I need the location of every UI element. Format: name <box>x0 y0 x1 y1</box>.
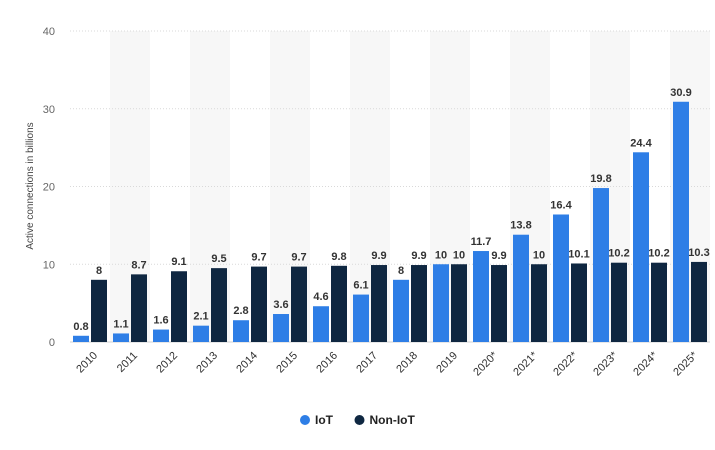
iot-bar-2020[interactable] <box>473 251 489 342</box>
iot-value-label: 30.9 <box>670 87 691 99</box>
x-tick-label: 2012 <box>154 350 180 376</box>
non-iot-bar-2021[interactable] <box>531 264 547 342</box>
non-iot-value-label: 10.1 <box>568 248 589 260</box>
y-tick-label: 10 <box>43 259 55 271</box>
non-iot-value-label: 10 <box>533 249 545 261</box>
iot-value-label: 0.8 <box>73 321 88 333</box>
non-iot-value-label: 9.1 <box>171 256 186 268</box>
iot-bar-2023[interactable] <box>593 188 609 342</box>
iot-bar-2021[interactable] <box>513 234 529 342</box>
x-tick-label: 2010 <box>74 350 100 376</box>
iot-bar-2010[interactable] <box>73 335 89 342</box>
x-tick-label: 2024* <box>631 349 660 378</box>
iot-bar-2018[interactable] <box>393 279 409 342</box>
y-tick-label: 40 <box>43 26 55 38</box>
non-iot-value-label: 8 <box>96 265 102 277</box>
non-iot-value-label: 9.5 <box>211 253 226 265</box>
x-tick-label: 2013 <box>194 350 220 376</box>
iot-value-label: 10 <box>435 249 447 261</box>
non-iot-bar-2013[interactable] <box>211 268 227 342</box>
non-iot-bar-2022[interactable] <box>571 263 587 342</box>
x-tick-label: 2022* <box>551 349 580 378</box>
non-iot-bar-2012[interactable] <box>171 271 187 342</box>
y-tick-label: 20 <box>43 182 55 194</box>
non-iot-bar-2020[interactable] <box>491 265 507 342</box>
x-tick-label: 2025* <box>671 349 700 378</box>
bars <box>73 101 707 342</box>
iot-value-label: 4.6 <box>313 291 328 303</box>
iot-bar-2011[interactable] <box>113 333 129 342</box>
iot-bar-2025[interactable] <box>673 101 689 342</box>
iot-bar-2013[interactable] <box>193 325 209 342</box>
non-iot-value-label: 9.9 <box>371 250 386 262</box>
iot-value-label: 1.1 <box>113 318 128 330</box>
non-iot-value-label: 8.7 <box>131 259 146 271</box>
non-iot-bar-2025[interactable] <box>691 261 707 342</box>
legend[interactable]: IoT Non-IoT <box>300 413 415 427</box>
non-iot-bar-2018[interactable] <box>411 265 427 342</box>
legend-marker <box>300 415 310 425</box>
non-iot-bar-2010[interactable] <box>91 279 107 342</box>
iot-bar-2014[interactable] <box>233 320 249 342</box>
x-tick-label: 2015 <box>274 350 300 376</box>
iot-bar-2016[interactable] <box>313 306 329 342</box>
x-tick-label: 2011 <box>115 350 140 375</box>
x-tick-label: 2020* <box>471 349 500 378</box>
iot-value-label: 16.4 <box>550 199 572 211</box>
iot-bar-2015[interactable] <box>273 314 289 342</box>
non-iot-bar-2024[interactable] <box>651 262 667 342</box>
x-tick-label: 2019 <box>434 350 460 376</box>
iot-bar-2019[interactable] <box>433 264 449 342</box>
iot-value-label: 11.7 <box>471 236 492 248</box>
iot-value-label: 8 <box>398 265 404 277</box>
iot-value-label: 2.8 <box>233 305 248 317</box>
non-iot-value-label: 10.3 <box>688 247 709 259</box>
value-labels: 0.8 8 1.1 8.7 1.6 9.1 2.1 9.5 2.8 9.7 3.6 9.7 4.6 9.8… <box>73 87 709 333</box>
legend-marker <box>354 415 365 425</box>
non-iot-bar-2016[interactable] <box>331 265 347 342</box>
iot-value-label: 19.8 <box>590 173 611 185</box>
non-iot-value-label: 9.9 <box>491 250 506 262</box>
legend-label: IoT <box>315 413 334 427</box>
iot-value-label: 1.6 <box>153 315 168 327</box>
y-axis-title: Active connections in billions <box>25 122 36 249</box>
non-iot-value-label: 10.2 <box>648 248 669 260</box>
x-tick-label: 2018 <box>394 350 420 376</box>
iot-value-label: 24.4 <box>630 137 652 149</box>
non-iot-value-label: 10.2 <box>608 248 629 260</box>
x-tick-label: 2014 <box>234 350 260 376</box>
x-tick-label: 2021* <box>511 349 540 378</box>
x-tick-label: 2023* <box>591 349 620 378</box>
iot-bar-2017[interactable] <box>353 294 369 342</box>
x-tick-label: 2016 <box>314 350 340 376</box>
non-iot-value-label: 10 <box>453 249 465 261</box>
non-iot-value-label: 9.7 <box>291 252 306 264</box>
legend-label: Non-IoT <box>370 413 416 427</box>
non-iot-bar-2015[interactable] <box>291 266 307 342</box>
iot-bar-2012[interactable] <box>153 329 169 342</box>
iot-bar-2024[interactable] <box>633 152 649 342</box>
non-iot-value-label: 9.7 <box>251 252 266 264</box>
iot-value-label: 6.1 <box>353 280 368 292</box>
non-iot-value-label: 9.9 <box>411 250 426 262</box>
legend-item-iot[interactable]: IoT <box>300 413 334 427</box>
iot-value-label: 13.8 <box>510 220 531 232</box>
non-iot-bar-2023[interactable] <box>611 262 627 342</box>
y-axis-ticks: 0 10 20 30 40 <box>43 26 55 349</box>
non-iot-value-label: 9.8 <box>331 251 346 263</box>
x-tick-label: 2017 <box>354 350 380 376</box>
iot-bar-2022[interactable] <box>553 214 569 342</box>
iot-value-label: 3.6 <box>273 299 288 311</box>
y-tick-label: 0 <box>49 337 55 349</box>
non-iot-bar-2011[interactable] <box>131 274 147 342</box>
non-iot-bar-2017[interactable] <box>371 265 387 342</box>
x-axis-ticks: 2010 2011 2012 2013 2014 2015 2016 2017 2018 2019… <box>74 349 700 378</box>
iot-value-label: 2.1 <box>193 311 208 323</box>
non-iot-bar-2019[interactable] <box>451 264 467 342</box>
legend-item-non-iot[interactable]: Non-IoT <box>354 413 416 427</box>
y-tick-label: 30 <box>43 104 55 116</box>
non-iot-bar-2014[interactable] <box>251 266 267 342</box>
